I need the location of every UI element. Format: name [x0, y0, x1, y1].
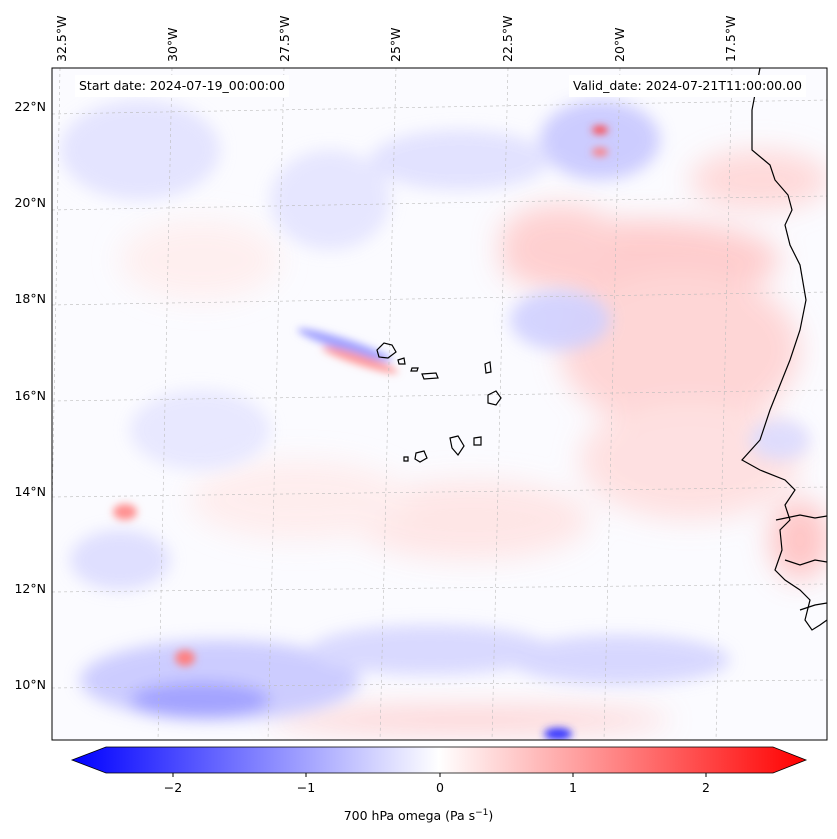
lon-label: 32.5°W	[54, 16, 69, 62]
colorbar-label-text: 700 hPa omega (Pa s	[343, 808, 476, 824]
longitude-labels: 32.5°W 30°W 27.5°W 25°W 22.5°W 20°W 17.5…	[54, 16, 738, 62]
map-frame	[51, 67, 828, 741]
start-date-label: Start date: 2024-07-19_00:00:00	[75, 75, 289, 97]
lat-label: 10°N	[14, 677, 46, 692]
colorbar-label-exponent: −1	[475, 808, 489, 818]
colorbar-tick: 0	[436, 780, 444, 795]
lat-label: 12°N	[14, 581, 46, 596]
lon-label: 22.5°W	[500, 16, 515, 62]
graticule	[52, 68, 827, 740]
lon-label: 30°W	[165, 27, 180, 62]
colorbar-tick: 1	[569, 780, 577, 795]
colorbar-bar	[70, 746, 808, 774]
colorbar-label: 700 hPa omega (Pa s−1)	[0, 808, 837, 823]
latitude-labels: 22°N 20°N 18°N 16°N 14°N 12°N 10°N	[14, 99, 46, 692]
lat-label: 22°N	[14, 99, 46, 114]
colorbar-tick: −1	[297, 780, 315, 795]
colorbar-tick: 2	[702, 780, 710, 795]
colorbar: −2 −1 0 1 2	[70, 746, 808, 795]
colorbar-tick: −2	[164, 780, 182, 795]
lat-label: 14°N	[14, 484, 46, 499]
cape-verde-islands	[376, 342, 502, 463]
colorbar-label-close: )	[488, 808, 494, 824]
lon-label: 27.5°W	[277, 16, 292, 62]
omega-field	[52, 68, 827, 740]
lon-label: 20°W	[612, 27, 627, 62]
lon-label: 17.5°W	[723, 16, 738, 62]
lat-label: 16°N	[14, 388, 46, 403]
lat-label: 18°N	[14, 291, 46, 306]
lat-label: 20°N	[14, 195, 46, 210]
lon-label: 25°W	[388, 27, 403, 62]
valid-date-label: Valid_date: 2024-07-21T11:00:00.00	[568, 75, 806, 97]
coastline	[741, 68, 827, 631]
